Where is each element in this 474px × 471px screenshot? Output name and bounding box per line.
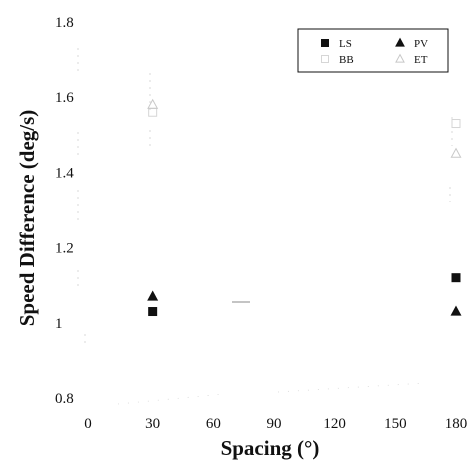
pv-legend-marker	[395, 37, 405, 47]
bb-legend-label: BB	[339, 54, 354, 66]
x-tick-label: 0	[84, 416, 92, 432]
y-tick-label: 1.2	[55, 241, 74, 257]
y-tick-label: 0.8	[55, 391, 74, 407]
pv-point	[147, 290, 159, 301]
legend-items: LS PV BB ET	[321, 37, 428, 66]
y-tick-label: 1.4	[55, 165, 74, 181]
pv-legend-label: PV	[414, 38, 428, 50]
x-axis-ticks: 0 30 60 90 120 150 180	[84, 416, 467, 432]
legend-box	[297, 28, 449, 73]
y-tick-label: 1.6	[55, 90, 74, 106]
ls-point	[451, 273, 461, 283]
y-tick-label: 1	[55, 316, 63, 332]
faint-artifact-line	[277, 382, 426, 393]
ls-legend-marker	[321, 39, 329, 47]
x-tick-label: 150	[384, 416, 407, 432]
x-tick-label: 90	[267, 416, 282, 432]
legend: LS PV BB ET	[297, 28, 449, 73]
et-point	[450, 147, 462, 158]
et-point	[147, 98, 159, 109]
faint-artifact-line	[117, 393, 225, 405]
x-tick-label: 180	[445, 416, 468, 432]
y-axis-title: Speed Difference (deg/s)	[15, 110, 39, 327]
faint-axis-artifacts	[77, 48, 453, 405]
bb-point	[451, 119, 461, 129]
x-axis-title: Spacing (°)	[221, 436, 320, 460]
et-legend-label: ET	[414, 54, 428, 66]
y-axis-ticks: 0.8 1 1.2 1.4 1.6 1.8	[55, 15, 74, 407]
et-legend-marker	[395, 53, 405, 63]
x-tick-label: 30	[145, 416, 160, 432]
x-tick-label: 120	[323, 416, 346, 432]
x-tick-label: 60	[206, 416, 221, 432]
ls-point	[148, 307, 158, 317]
data-points	[147, 98, 462, 317]
pv-point	[450, 305, 462, 316]
bb-legend-marker	[321, 55, 329, 63]
y-tick-label: 1.8	[55, 15, 74, 31]
ls-legend-label: LS	[339, 38, 352, 50]
